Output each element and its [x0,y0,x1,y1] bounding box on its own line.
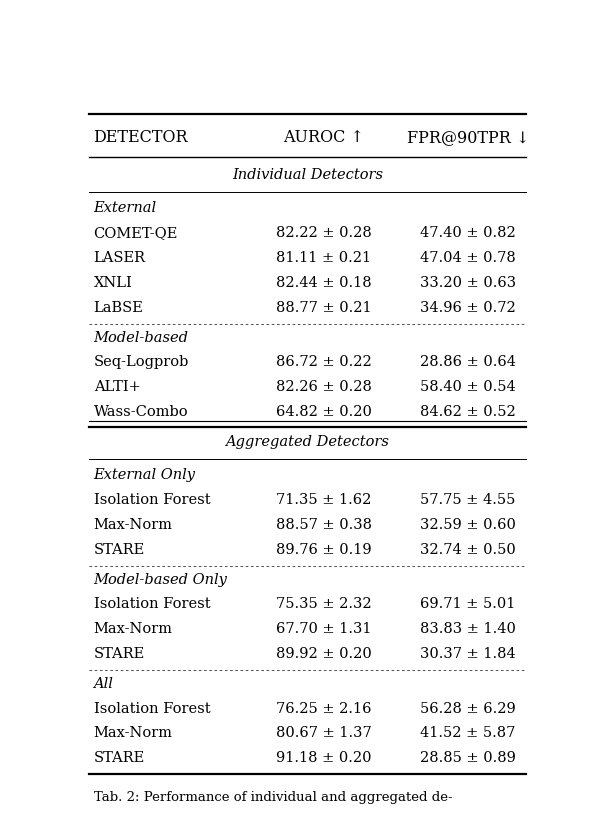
Text: 67.70 ± 1.31: 67.70 ± 1.31 [276,622,371,636]
Text: 28.85 ± 0.89: 28.85 ± 0.89 [420,752,516,765]
Text: ALTI+: ALTI+ [94,380,140,394]
Text: 82.44 ± 0.18: 82.44 ± 0.18 [276,276,371,290]
Text: STARE: STARE [94,647,145,661]
Text: 76.25 ± 2.16: 76.25 ± 2.16 [276,701,371,716]
Text: Tab. 2: Performance of individual and aggregated de-: Tab. 2: Performance of individual and ag… [94,791,452,803]
Text: 56.28 ± 6.29: 56.28 ± 6.29 [420,701,516,716]
Text: 58.40 ± 0.54: 58.40 ± 0.54 [420,380,516,394]
Text: All: All [94,677,113,691]
Text: 89.76 ± 0.19: 89.76 ± 0.19 [276,543,371,557]
Text: 89.92 ± 0.20: 89.92 ± 0.20 [276,647,371,661]
Text: Wass-Combo: Wass-Combo [94,405,188,419]
Text: 57.75 ± 4.55: 57.75 ± 4.55 [420,493,515,507]
Text: Max-Norm: Max-Norm [94,622,173,636]
Text: 82.26 ± 0.28: 82.26 ± 0.28 [276,380,372,394]
Text: 32.74 ± 0.50: 32.74 ± 0.50 [420,543,516,557]
Text: External: External [94,201,157,216]
Text: DETECTOR: DETECTOR [94,129,188,146]
Text: 33.20 ± 0.63: 33.20 ± 0.63 [420,276,516,290]
Text: 30.37 ± 1.84: 30.37 ± 1.84 [420,647,516,661]
Text: XNLI: XNLI [94,276,133,290]
Text: Seq-Logprob: Seq-Logprob [94,355,189,370]
Text: COMET-QE: COMET-QE [94,227,178,240]
Text: STARE: STARE [94,752,145,765]
Text: FPR@90TPR ↓: FPR@90TPR ↓ [407,129,529,146]
Text: 71.35 ± 1.62: 71.35 ± 1.62 [276,493,371,507]
Text: Aggregated Detectors: Aggregated Detectors [226,435,389,449]
Text: 64.82 ± 0.20: 64.82 ± 0.20 [276,405,372,419]
Text: Individual Detectors: Individual Detectors [232,168,383,182]
Text: Isolation Forest: Isolation Forest [94,493,210,507]
Text: 82.22 ± 0.28: 82.22 ± 0.28 [276,227,371,240]
Text: External Only: External Only [94,468,196,482]
Text: LaBSE: LaBSE [94,301,143,314]
Text: Max-Norm: Max-Norm [94,726,173,741]
Text: 34.96 ± 0.72: 34.96 ± 0.72 [420,301,516,314]
Text: 32.59 ± 0.60: 32.59 ± 0.60 [420,517,516,532]
Text: 83.83 ± 1.40: 83.83 ± 1.40 [420,622,516,636]
Text: Max-Norm: Max-Norm [94,517,173,532]
Text: 41.52 ± 5.87: 41.52 ± 5.87 [420,726,515,741]
Text: 88.77 ± 0.21: 88.77 ± 0.21 [276,301,371,314]
Text: LASER: LASER [94,251,146,265]
Text: 81.11 ± 0.21: 81.11 ± 0.21 [276,251,371,265]
Text: STARE: STARE [94,543,145,557]
Text: 69.71 ± 5.01: 69.71 ± 5.01 [420,598,515,611]
Text: Model-based Only: Model-based Only [94,573,227,587]
Text: 84.62 ± 0.52: 84.62 ± 0.52 [420,405,516,419]
Text: 75.35 ± 2.32: 75.35 ± 2.32 [276,598,371,611]
Text: 28.86 ± 0.64: 28.86 ± 0.64 [420,355,516,370]
Text: Isolation Forest: Isolation Forest [94,598,210,611]
Text: Model-based: Model-based [94,330,188,344]
Text: 86.72 ± 0.22: 86.72 ± 0.22 [276,355,371,370]
Text: 88.57 ± 0.38: 88.57 ± 0.38 [276,517,372,532]
Text: 47.40 ± 0.82: 47.40 ± 0.82 [420,227,516,240]
Text: 47.04 ± 0.78: 47.04 ± 0.78 [420,251,516,265]
Text: 80.67 ± 1.37: 80.67 ± 1.37 [276,726,371,741]
Text: AUROC ↑: AUROC ↑ [283,129,364,146]
Text: 91.18 ± 0.20: 91.18 ± 0.20 [276,752,371,765]
Text: Isolation Forest: Isolation Forest [94,701,210,716]
